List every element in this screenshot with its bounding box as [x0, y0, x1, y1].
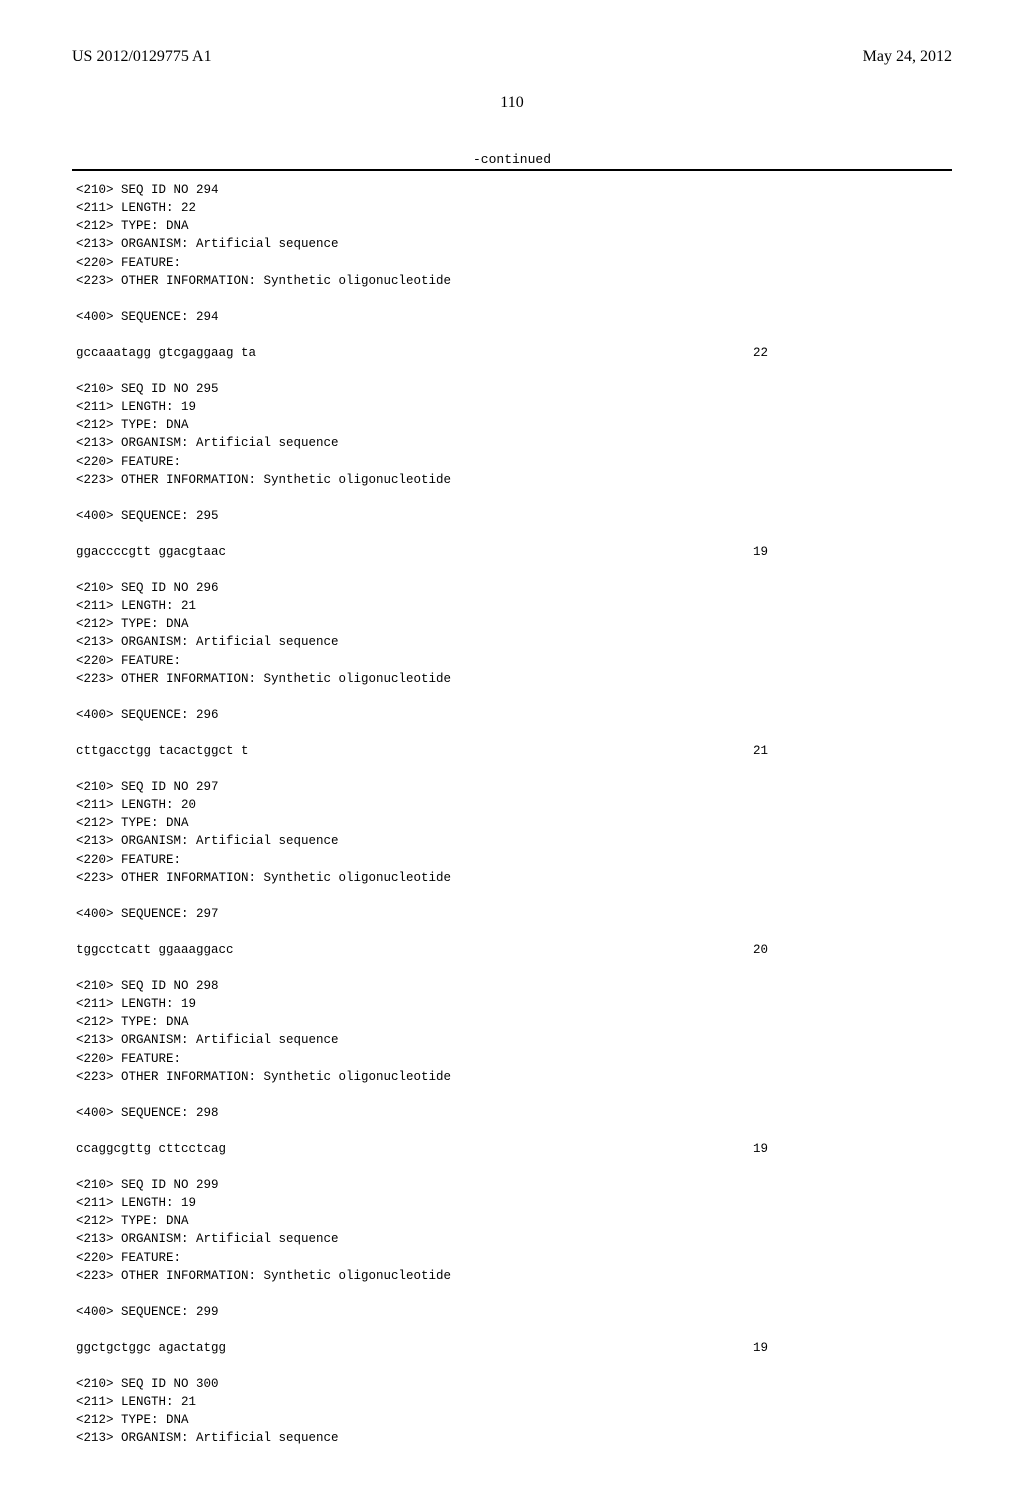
seq-sequence-row: tggcctcatt ggaaaggacc 20 [76, 941, 948, 959]
seq-sequence-row: gccaaatagg gtcgaggaag ta 22 [76, 344, 948, 362]
seq-length: 22 [753, 344, 948, 362]
seq-meta: <210> SEQ ID NO 296 <211> LENGTH: 21 <21… [76, 579, 948, 688]
seq-length: 19 [753, 543, 948, 561]
seq-sequence-row: ccaggcgttg cttcctcag 19 [76, 1140, 948, 1158]
seq-meta: <210> SEQ ID NO 297 <211> LENGTH: 20 <21… [76, 778, 948, 887]
seq-label: <400> SEQUENCE: 294 [76, 308, 948, 326]
seq-sequence: tggcctcatt ggaaaggacc [76, 941, 234, 959]
page-header: US 2012/0129775 A1 May 24, 2012 [72, 48, 952, 66]
sequence-listing: <210> SEQ ID NO 294 <211> LENGTH: 22 <21… [72, 181, 952, 1448]
seq-sequence: gccaaatagg gtcgaggaag ta [76, 344, 256, 362]
continued-label: -continued [72, 152, 952, 167]
seq-meta: <210> SEQ ID NO 300 <211> LENGTH: 21 <21… [76, 1375, 948, 1448]
seq-meta: <210> SEQ ID NO 294 <211> LENGTH: 22 <21… [76, 181, 948, 290]
seq-sequence-row: ggaccccgtt ggacgtaac 19 [76, 543, 948, 561]
seq-length: 19 [753, 1339, 948, 1357]
publication-number: US 2012/0129775 A1 [72, 48, 212, 66]
page-number: 110 [72, 94, 952, 112]
seq-sequence: ggaccccgtt ggacgtaac [76, 543, 226, 561]
seq-meta: <210> SEQ ID NO 295 <211> LENGTH: 19 <21… [76, 380, 948, 489]
seq-sequence-row: ggctgctggc agactatgg 19 [76, 1339, 948, 1357]
seq-length: 21 [753, 742, 948, 760]
seq-label: <400> SEQUENCE: 297 [76, 905, 948, 923]
page-container: US 2012/0129775 A1 May 24, 2012 110 -con… [0, 0, 1024, 1506]
seq-sequence: ccaggcgttg cttcctcag [76, 1140, 226, 1158]
seq-length: 20 [753, 941, 948, 959]
seq-label: <400> SEQUENCE: 299 [76, 1303, 948, 1321]
horizontal-rule [72, 169, 952, 171]
seq-label: <400> SEQUENCE: 295 [76, 507, 948, 525]
publication-date: May 24, 2012 [863, 48, 952, 66]
seq-sequence: cttgacctgg tacactggct t [76, 742, 249, 760]
seq-sequence-row: cttgacctgg tacactggct t 21 [76, 742, 948, 760]
seq-sequence: ggctgctggc agactatgg [76, 1339, 226, 1357]
seq-length: 19 [753, 1140, 948, 1158]
seq-meta: <210> SEQ ID NO 298 <211> LENGTH: 19 <21… [76, 977, 948, 1086]
seq-meta: <210> SEQ ID NO 299 <211> LENGTH: 19 <21… [76, 1176, 948, 1285]
seq-label: <400> SEQUENCE: 298 [76, 1104, 948, 1122]
seq-label: <400> SEQUENCE: 296 [76, 706, 948, 724]
